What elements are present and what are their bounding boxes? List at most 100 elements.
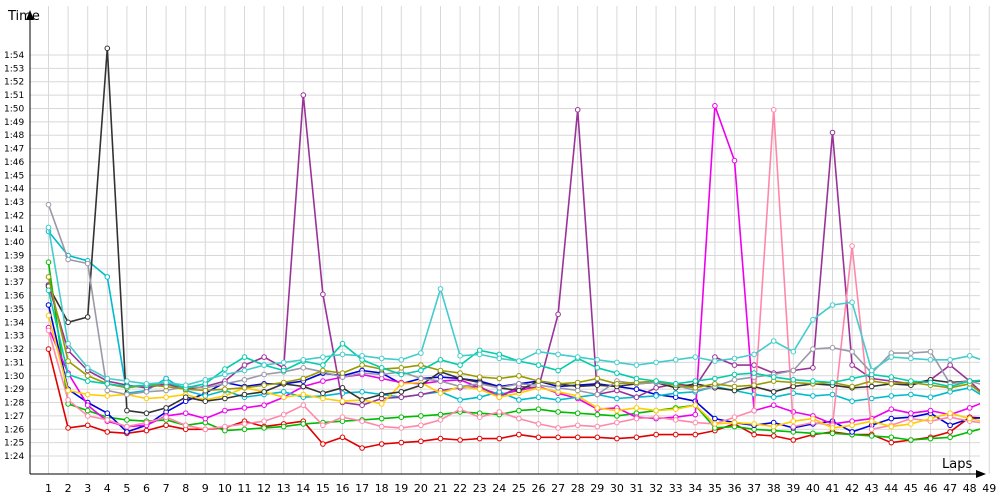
data-point bbox=[790, 418, 797, 425]
y-tick-label: 1:39 bbox=[4, 252, 24, 262]
x-tick-label: 30 bbox=[610, 482, 624, 495]
data-point bbox=[888, 434, 895, 441]
series-lines bbox=[45, 45, 980, 451]
x-tick-label: 15 bbox=[316, 482, 330, 495]
data-point bbox=[770, 402, 777, 409]
x-tick-label: 4 bbox=[104, 482, 111, 495]
data-point bbox=[614, 395, 620, 402]
data-point bbox=[810, 346, 816, 352]
data-point bbox=[908, 355, 914, 362]
data-point bbox=[790, 348, 797, 355]
data-point bbox=[45, 259, 52, 266]
data-point bbox=[300, 92, 307, 98]
data-point bbox=[163, 394, 169, 401]
data-point bbox=[888, 423, 895, 430]
data-point bbox=[457, 362, 463, 368]
data-point bbox=[594, 365, 601, 371]
x-tick-label: 3 bbox=[84, 482, 91, 495]
data-point bbox=[927, 379, 934, 386]
data-point bbox=[712, 381, 718, 387]
x-tick-label: 40 bbox=[806, 482, 820, 495]
data-point bbox=[516, 415, 522, 422]
data-point bbox=[829, 129, 836, 136]
data-point bbox=[359, 370, 365, 376]
data-point bbox=[300, 421, 307, 427]
data-point bbox=[692, 411, 699, 418]
data-point bbox=[300, 357, 307, 363]
data-point bbox=[339, 385, 346, 391]
data-point bbox=[143, 381, 150, 387]
y-tick-label: 1:43 bbox=[4, 198, 24, 208]
data-point bbox=[418, 438, 424, 445]
data-point bbox=[966, 415, 973, 422]
data-point bbox=[45, 346, 52, 352]
data-point bbox=[261, 402, 267, 409]
data-point bbox=[182, 382, 189, 389]
data-point bbox=[594, 357, 601, 363]
y-tick-label: 1:32 bbox=[4, 345, 24, 355]
x-axis-title: Laps bbox=[942, 457, 972, 472]
data-point bbox=[927, 407, 934, 414]
y-tick-label: 1:52 bbox=[4, 78, 24, 88]
data-point bbox=[849, 383, 855, 390]
data-point bbox=[692, 402, 699, 409]
data-point bbox=[457, 437, 463, 443]
data-point bbox=[104, 417, 111, 423]
data-point bbox=[222, 381, 228, 387]
data-point bbox=[888, 374, 895, 380]
data-point bbox=[476, 374, 483, 380]
data-point bbox=[241, 405, 248, 411]
data-point bbox=[712, 358, 718, 364]
data-point bbox=[751, 351, 757, 358]
data-point bbox=[594, 423, 601, 430]
y-tick-label: 1:28 bbox=[4, 399, 24, 409]
data-point bbox=[496, 409, 503, 415]
data-point bbox=[614, 370, 620, 376]
data-point bbox=[359, 418, 365, 425]
data-point bbox=[868, 383, 875, 390]
data-point bbox=[300, 402, 307, 409]
data-point bbox=[45, 274, 52, 280]
data-point bbox=[241, 367, 248, 374]
data-point bbox=[731, 377, 738, 383]
data-point bbox=[280, 359, 287, 366]
data-point bbox=[810, 393, 816, 399]
data-point bbox=[966, 405, 973, 411]
data-point bbox=[947, 429, 953, 435]
x-tick-label: 45 bbox=[904, 482, 918, 495]
data-point bbox=[84, 422, 91, 429]
data-point bbox=[241, 377, 248, 383]
data-point bbox=[418, 391, 424, 398]
y-tick-label: 1:25 bbox=[4, 439, 24, 449]
data-point bbox=[320, 395, 326, 402]
y-tick-label: 1:31 bbox=[4, 358, 24, 368]
data-point bbox=[104, 45, 111, 52]
data-point bbox=[672, 431, 679, 438]
data-point bbox=[378, 415, 385, 422]
data-point bbox=[888, 354, 895, 360]
data-point bbox=[202, 398, 209, 405]
data-point bbox=[320, 422, 326, 429]
data-point bbox=[437, 435, 444, 442]
x-tick-label: 34 bbox=[688, 482, 702, 495]
data-point bbox=[927, 348, 934, 355]
data-point bbox=[614, 381, 620, 387]
y-tick-label: 1:49 bbox=[4, 118, 24, 128]
data-point bbox=[770, 374, 777, 380]
data-point bbox=[868, 426, 875, 433]
data-point bbox=[908, 421, 914, 427]
data-point bbox=[143, 419, 150, 426]
data-point bbox=[378, 423, 385, 430]
x-tick-label: 20 bbox=[414, 482, 428, 495]
data-point bbox=[927, 415, 934, 422]
data-point bbox=[888, 381, 895, 387]
data-point bbox=[261, 389, 267, 395]
y-tick-label: 1:35 bbox=[4, 305, 24, 315]
data-point bbox=[496, 375, 503, 382]
y-tick-label: 1:38 bbox=[4, 265, 24, 275]
data-point bbox=[398, 439, 405, 446]
y-tick-label: 1:27 bbox=[4, 412, 24, 422]
data-point bbox=[516, 397, 522, 403]
data-point bbox=[418, 350, 424, 356]
data-point bbox=[574, 379, 581, 386]
